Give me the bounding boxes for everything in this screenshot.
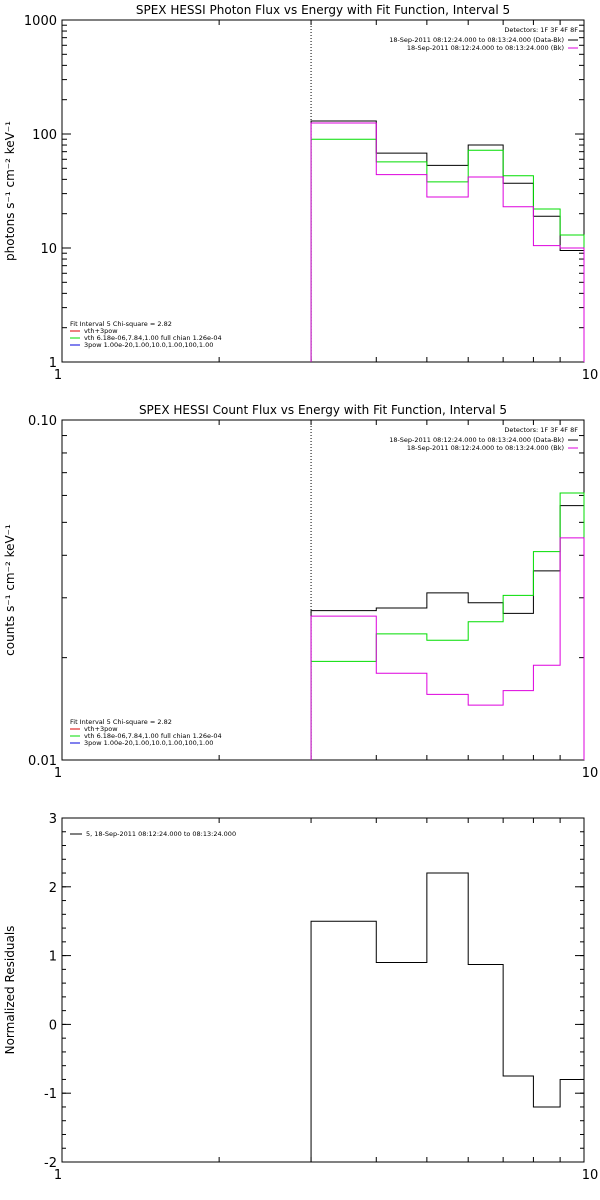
x-tick-label: 1 bbox=[54, 1168, 62, 1183]
legend-fit-label: 3pow 1.00e-20,1.00,10.0,1.00,100,1.00 bbox=[84, 341, 213, 349]
legend-fit-label: vth 6.18e-06,7.84,1.00 full chian 1.26e-… bbox=[84, 334, 222, 342]
legend-fit-label: 3pow 1.00e-20,1.00,10.0,1.00,100,1.00 bbox=[84, 739, 213, 747]
legend-bottom-left: Fit Interval 5 Chi-square = 2.82vth+3pow… bbox=[70, 320, 222, 349]
y-tick-label: 0.10 bbox=[28, 414, 57, 429]
x-tick-label: 1 bbox=[54, 368, 62, 383]
y-tick-label: 0 bbox=[49, 1018, 57, 1033]
y-tick-label: -2 bbox=[44, 1156, 57, 1171]
legend-top-right: Detectors: 1F 3F 4F 8F 18-Sep-2011 08:12:… bbox=[389, 426, 578, 452]
y-axis-label: photons s⁻¹ cm⁻² keV⁻¹ bbox=[3, 121, 17, 261]
plot-frame bbox=[61, 419, 585, 761]
y-axis-label: Normalized Residuals bbox=[3, 926, 17, 1055]
plot-frame bbox=[61, 19, 585, 363]
x-tick-label: 10 bbox=[582, 766, 599, 781]
legend-header: Detectors: 1F 3F 4F 8F bbox=[504, 26, 578, 34]
x-tick-label: 10 bbox=[582, 1168, 599, 1183]
legend-entry-label: 18-Sep-2011 08:12:24.000 to 08:13:24.000… bbox=[389, 436, 564, 444]
legend-top-right: Detectors: 1F 3F 4F 8F 18-Sep-2011 08:12:… bbox=[389, 26, 578, 52]
panel-count: SPEX HESSI Count Flux vs Energy with Fit… bbox=[3, 403, 598, 781]
panel-residuals: Normalized Residuals 1 10 -2 -1 0 1 2 3 5, 18-Sep… bbox=[3, 812, 598, 1183]
y-tick-label: 2 bbox=[49, 881, 57, 896]
x-tick-label: 1 bbox=[54, 766, 62, 781]
series-model-step bbox=[310, 138, 585, 362]
series-background-step bbox=[310, 122, 585, 362]
x-tick-label: 10 bbox=[582, 368, 599, 383]
series-observed-step bbox=[310, 872, 584, 1162]
series-observed-step bbox=[310, 505, 585, 760]
y-tick-label: 1000 bbox=[24, 14, 57, 29]
series-model-step bbox=[310, 492, 585, 760]
plot-frame bbox=[61, 817, 585, 1163]
legend-entry-label: 18-Sep-2011 08:12:24.000 to 08:13:24.000… bbox=[389, 36, 564, 44]
y-axis-label: counts s⁻¹ cm⁻² keV⁻¹ bbox=[3, 524, 17, 656]
y-tick-label: -1 bbox=[44, 1087, 57, 1102]
series-observed-step bbox=[310, 120, 585, 362]
series-background-step bbox=[310, 537, 585, 760]
legend-header: Detectors: 1F 3F 4F 8F bbox=[504, 426, 578, 434]
y-tick-label: 3 bbox=[49, 812, 57, 827]
y-tick-label: 1 bbox=[49, 950, 57, 965]
legend-top-left: 5, 18-Sep-2011 08:12:24.000 to 08:13:24.… bbox=[70, 830, 236, 838]
legend-fit-label: vth+3pow bbox=[84, 725, 118, 733]
y-tick-label: 1 bbox=[49, 356, 57, 371]
y-tick-label: 100 bbox=[32, 128, 57, 143]
legend-fit-header: Fit Interval 5 Chi-square = 2.82 bbox=[70, 320, 172, 328]
legend-fit-label: vth+3pow bbox=[84, 327, 118, 335]
chart-title: SPEX HESSI Photon Flux vs Energy with Fi… bbox=[136, 3, 510, 17]
legend-fit-label: vth 6.18e-06,7.84,1.00 full chian 1.26e-… bbox=[84, 732, 222, 740]
y-tick-label: 10 bbox=[40, 242, 57, 257]
legend-entry-label: 18-Sep-2011 08:12:24.000 to 08:13:24.000… bbox=[407, 44, 564, 52]
legend-label: 5, 18-Sep-2011 08:12:24.000 to 08:13:24.… bbox=[86, 830, 236, 838]
y-tick-label: 0.01 bbox=[28, 754, 57, 769]
legend-bottom-left: Fit Interval 5 Chi-square = 2.82vth+3pow… bbox=[70, 718, 222, 747]
chart-title: SPEX HESSI Count Flux vs Energy with Fit… bbox=[139, 403, 507, 417]
legend-entry-label: 18-Sep-2011 08:12:24.000 to 08:13:24.000… bbox=[407, 444, 564, 452]
legend-fit-header: Fit Interval 5 Chi-square = 2.82 bbox=[70, 718, 172, 726]
panel-photon: SPEX HESSI Photon Flux vs Energy with Fi… bbox=[3, 3, 598, 383]
